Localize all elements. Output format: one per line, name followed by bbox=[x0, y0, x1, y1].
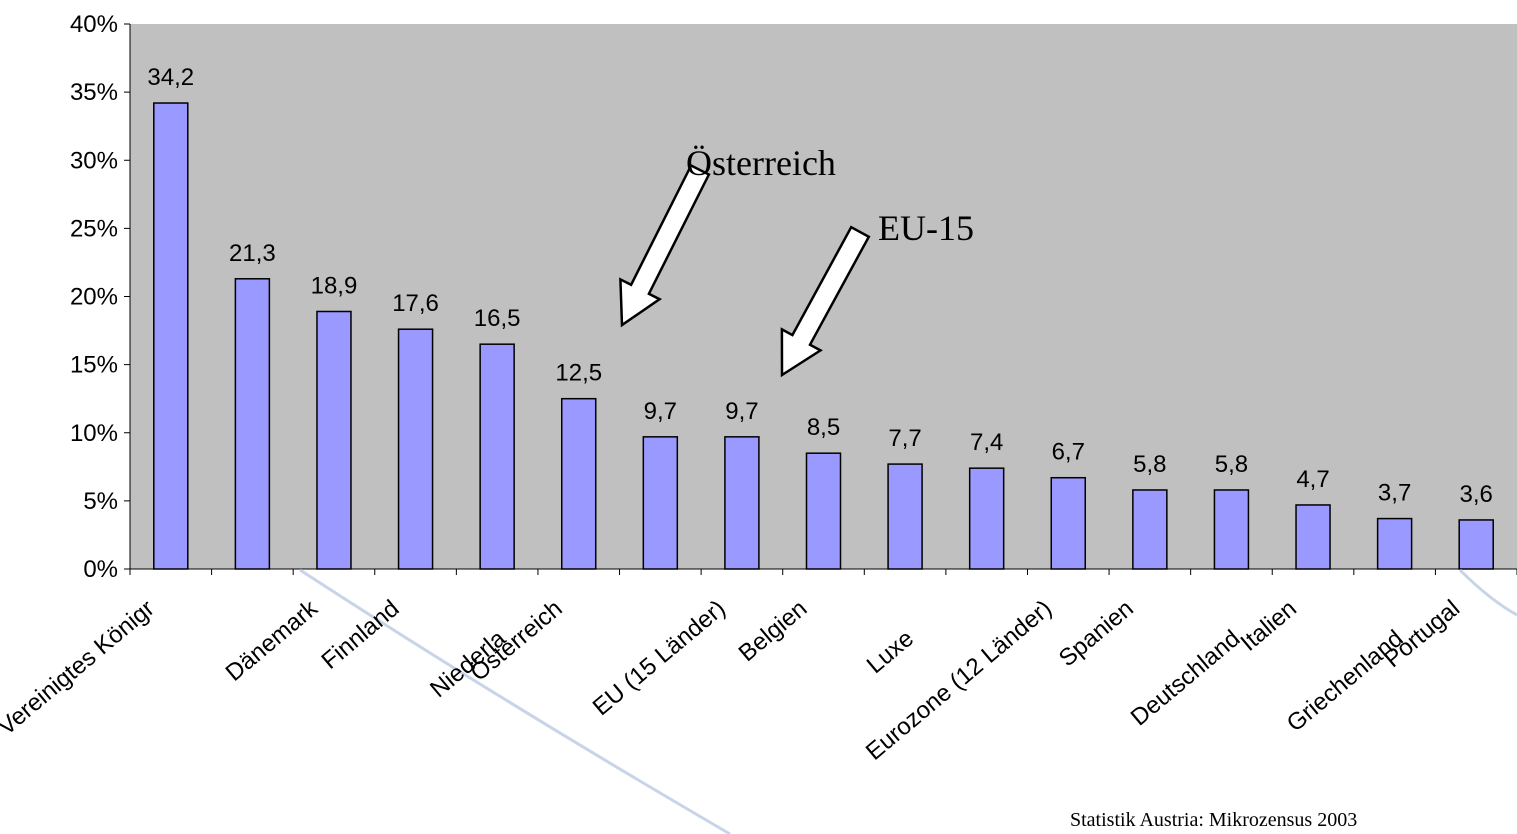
data-label: 12,5 bbox=[555, 360, 602, 387]
bar bbox=[316, 310, 352, 570]
x-tick-label: Finnland bbox=[317, 595, 405, 675]
data-label: 18,9 bbox=[311, 272, 358, 299]
data-label: 9,7 bbox=[644, 398, 677, 425]
data-label: 3,7 bbox=[1378, 480, 1411, 507]
y-tick-label: 10% bbox=[70, 420, 118, 447]
bar bbox=[1458, 519, 1494, 570]
bar bbox=[968, 467, 1005, 570]
decoration bbox=[1458, 568, 1517, 617]
decoration bbox=[299, 568, 731, 834]
data-label: 17,6 bbox=[392, 290, 439, 317]
bar bbox=[642, 436, 679, 570]
x-tick-label: Eurozone (12 Länder) bbox=[861, 595, 1057, 766]
y-tick-label: 25% bbox=[70, 215, 118, 242]
y-tick-label: 35% bbox=[70, 79, 118, 106]
x-tick-label: Deutschland bbox=[1126, 625, 1246, 731]
bar bbox=[805, 452, 842, 570]
x-tick-label: Spanien bbox=[1054, 595, 1139, 672]
bar bbox=[887, 463, 923, 570]
data-label: 3,6 bbox=[1460, 481, 1493, 508]
data-label: 16,5 bbox=[474, 305, 521, 332]
data-label: 4,7 bbox=[1296, 466, 1329, 493]
y-tick-label: 5% bbox=[83, 488, 118, 515]
bar bbox=[1376, 517, 1413, 570]
bar bbox=[479, 343, 515, 570]
bars bbox=[153, 102, 1494, 570]
x-tick-label: EU (15 Länder) bbox=[588, 595, 731, 721]
y-tick-label: 30% bbox=[70, 147, 118, 174]
data-label: 6,7 bbox=[1052, 439, 1085, 466]
data-label: 5,8 bbox=[1215, 451, 1248, 478]
y-tick-label: 15% bbox=[70, 352, 118, 379]
y-tick-label: 40% bbox=[70, 11, 118, 38]
data-label: 7,4 bbox=[970, 429, 1003, 456]
bar bbox=[724, 436, 760, 570]
source: Statistik Austria: Mikrozensus 2003 bbox=[1070, 809, 1357, 831]
bar bbox=[153, 102, 189, 570]
bar bbox=[1132, 489, 1168, 570]
x-tick-label: Italien bbox=[1235, 595, 1301, 657]
x-tick-label: Vereinigtes Königr bbox=[0, 595, 160, 741]
bar bbox=[1295, 504, 1331, 570]
bar bbox=[1213, 489, 1250, 570]
y-tick-label: 0% bbox=[83, 556, 118, 583]
bar bbox=[1050, 476, 1087, 570]
x-tick-label: Griechenland bbox=[1282, 625, 1409, 737]
y-tick-label: 20% bbox=[70, 284, 118, 311]
x-tick-label: Dänemark bbox=[221, 594, 324, 686]
arrow bbox=[780, 225, 871, 378]
data-label: 21,3 bbox=[229, 240, 276, 267]
bar bbox=[234, 278, 271, 570]
bar bbox=[397, 328, 434, 570]
annotation: EU-15 bbox=[878, 208, 974, 248]
x-tick-label: Belgien bbox=[734, 595, 813, 667]
data-label: 8,5 bbox=[807, 414, 840, 441]
data-label: 34,2 bbox=[147, 64, 194, 91]
x-tick-label: Luxe bbox=[862, 625, 919, 679]
data-label: 7,7 bbox=[888, 425, 921, 452]
annotation: Österreich bbox=[686, 143, 836, 183]
arrow bbox=[619, 163, 711, 328]
data-label: 5,8 bbox=[1133, 451, 1166, 478]
data-label: 9,7 bbox=[725, 398, 758, 425]
bar bbox=[560, 397, 597, 570]
